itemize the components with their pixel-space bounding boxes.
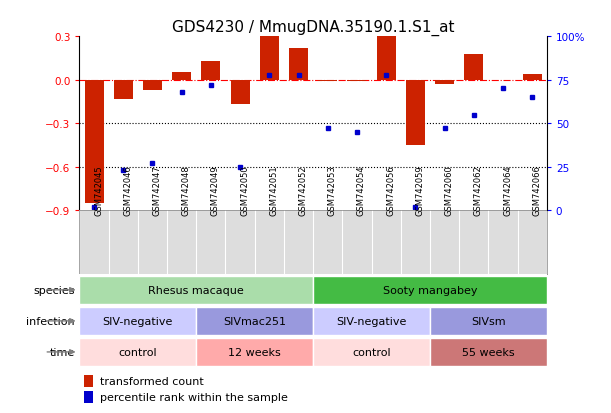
Bar <box>318 81 337 82</box>
Text: GSM742051: GSM742051 <box>269 165 279 216</box>
Text: SIVsm: SIVsm <box>471 316 506 326</box>
Text: GSM742064: GSM742064 <box>503 165 512 216</box>
Text: GSM742053: GSM742053 <box>327 165 337 216</box>
Text: transformed count: transformed count <box>100 376 204 386</box>
Text: GSM742060: GSM742060 <box>445 165 453 216</box>
Bar <box>79 307 196 335</box>
Bar <box>202 62 221 81</box>
Title: GDS4230 / MmugDNA.35190.1.S1_at: GDS4230 / MmugDNA.35190.1.S1_at <box>172 20 455 36</box>
Bar <box>430 307 547 335</box>
Bar <box>143 81 162 90</box>
Text: species: species <box>33 285 75 295</box>
Bar <box>289 49 308 81</box>
Text: GSM742059: GSM742059 <box>415 165 425 216</box>
Text: Sooty mangabey: Sooty mangabey <box>382 285 477 295</box>
Bar <box>313 276 547 304</box>
Text: Rhesus macaque: Rhesus macaque <box>148 285 244 295</box>
Text: time: time <box>49 347 75 357</box>
Bar <box>79 276 313 304</box>
Bar <box>230 81 250 105</box>
Bar <box>523 75 542 81</box>
Text: infection: infection <box>26 316 75 326</box>
Text: GSM742048: GSM742048 <box>181 165 191 216</box>
Bar <box>84 392 92 403</box>
Text: GSM742046: GSM742046 <box>123 165 132 216</box>
Bar <box>196 307 313 335</box>
Bar <box>313 338 430 366</box>
Text: SIV-negative: SIV-negative <box>337 316 407 326</box>
Text: GSM742049: GSM742049 <box>211 165 220 216</box>
Text: GSM742052: GSM742052 <box>299 165 307 216</box>
Bar <box>84 81 103 203</box>
Text: GSM742062: GSM742062 <box>474 165 483 216</box>
Text: 12 weeks: 12 weeks <box>229 347 281 357</box>
Bar <box>114 81 133 99</box>
Bar <box>376 37 396 81</box>
Text: SIVmac251: SIVmac251 <box>223 316 286 326</box>
Bar <box>464 55 483 81</box>
Text: GSM742045: GSM742045 <box>94 165 103 216</box>
Text: GSM742054: GSM742054 <box>357 165 366 216</box>
Text: control: control <box>119 347 157 357</box>
Text: 55 weeks: 55 weeks <box>462 347 514 357</box>
Bar <box>196 338 313 366</box>
Bar <box>84 375 92 387</box>
Bar <box>79 338 196 366</box>
Bar <box>172 73 191 81</box>
Text: percentile rank within the sample: percentile rank within the sample <box>100 392 288 402</box>
Bar <box>260 37 279 81</box>
Bar <box>406 81 425 145</box>
Bar <box>430 338 547 366</box>
Bar <box>348 81 367 82</box>
Text: GSM742066: GSM742066 <box>532 165 541 216</box>
Text: SIV-negative: SIV-negative <box>103 316 173 326</box>
Text: GSM742047: GSM742047 <box>153 165 161 216</box>
Text: control: control <box>353 347 391 357</box>
Bar <box>435 81 454 85</box>
Bar <box>313 307 430 335</box>
Text: GSM742050: GSM742050 <box>240 165 249 216</box>
Text: GSM742056: GSM742056 <box>386 165 395 216</box>
